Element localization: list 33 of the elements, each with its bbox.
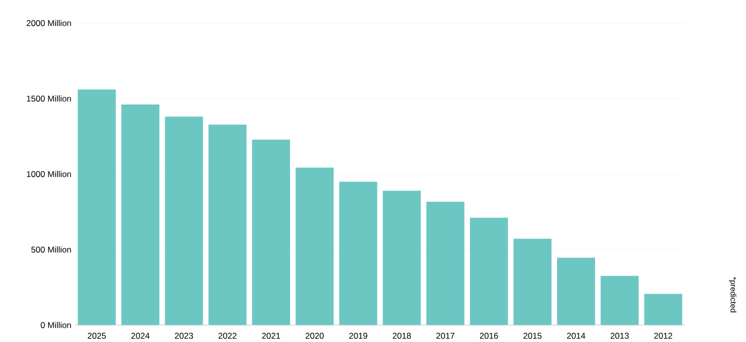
x-tick-label: 2023 [174, 332, 193, 339]
bar [470, 218, 508, 325]
bar [164, 116, 203, 325]
bar [252, 140, 290, 325]
x-tick-label: 2021 [262, 332, 280, 339]
bar [121, 104, 160, 325]
bar [339, 182, 378, 325]
x-tick-label: 2022 [218, 332, 236, 339]
bar [208, 124, 246, 325]
bar [600, 276, 639, 325]
x-tick-label: 2012 [654, 332, 672, 339]
y-tick-label: 0 Million [40, 322, 71, 328]
x-tick-label: 2020 [306, 332, 324, 339]
x-tick-label: 2015 [524, 332, 542, 339]
y-tick-label: 1500 Million [26, 95, 71, 102]
bar [296, 168, 334, 325]
bar [78, 89, 116, 325]
x-tick-label: 2014 [567, 332, 586, 339]
x-tick-label: 2018 [392, 332, 411, 339]
bar [557, 258, 596, 325]
x-tick-label: 2025 [88, 332, 106, 339]
y-tick-label: 500 Million [31, 246, 71, 253]
x-tick-label: 2016 [480, 332, 498, 339]
x-tick-label: 2013 [610, 332, 629, 339]
x-tick-label: 2019 [349, 332, 368, 339]
bar [644, 294, 682, 325]
x-tick-label: 2024 [131, 332, 150, 339]
y-tick-label: 1000 Million [26, 170, 71, 178]
bar [514, 238, 552, 325]
bar [426, 202, 464, 325]
bar [382, 190, 421, 325]
y-tick-label: 2000 Million [26, 20, 71, 26]
x-tick-label: 2017 [436, 332, 454, 339]
